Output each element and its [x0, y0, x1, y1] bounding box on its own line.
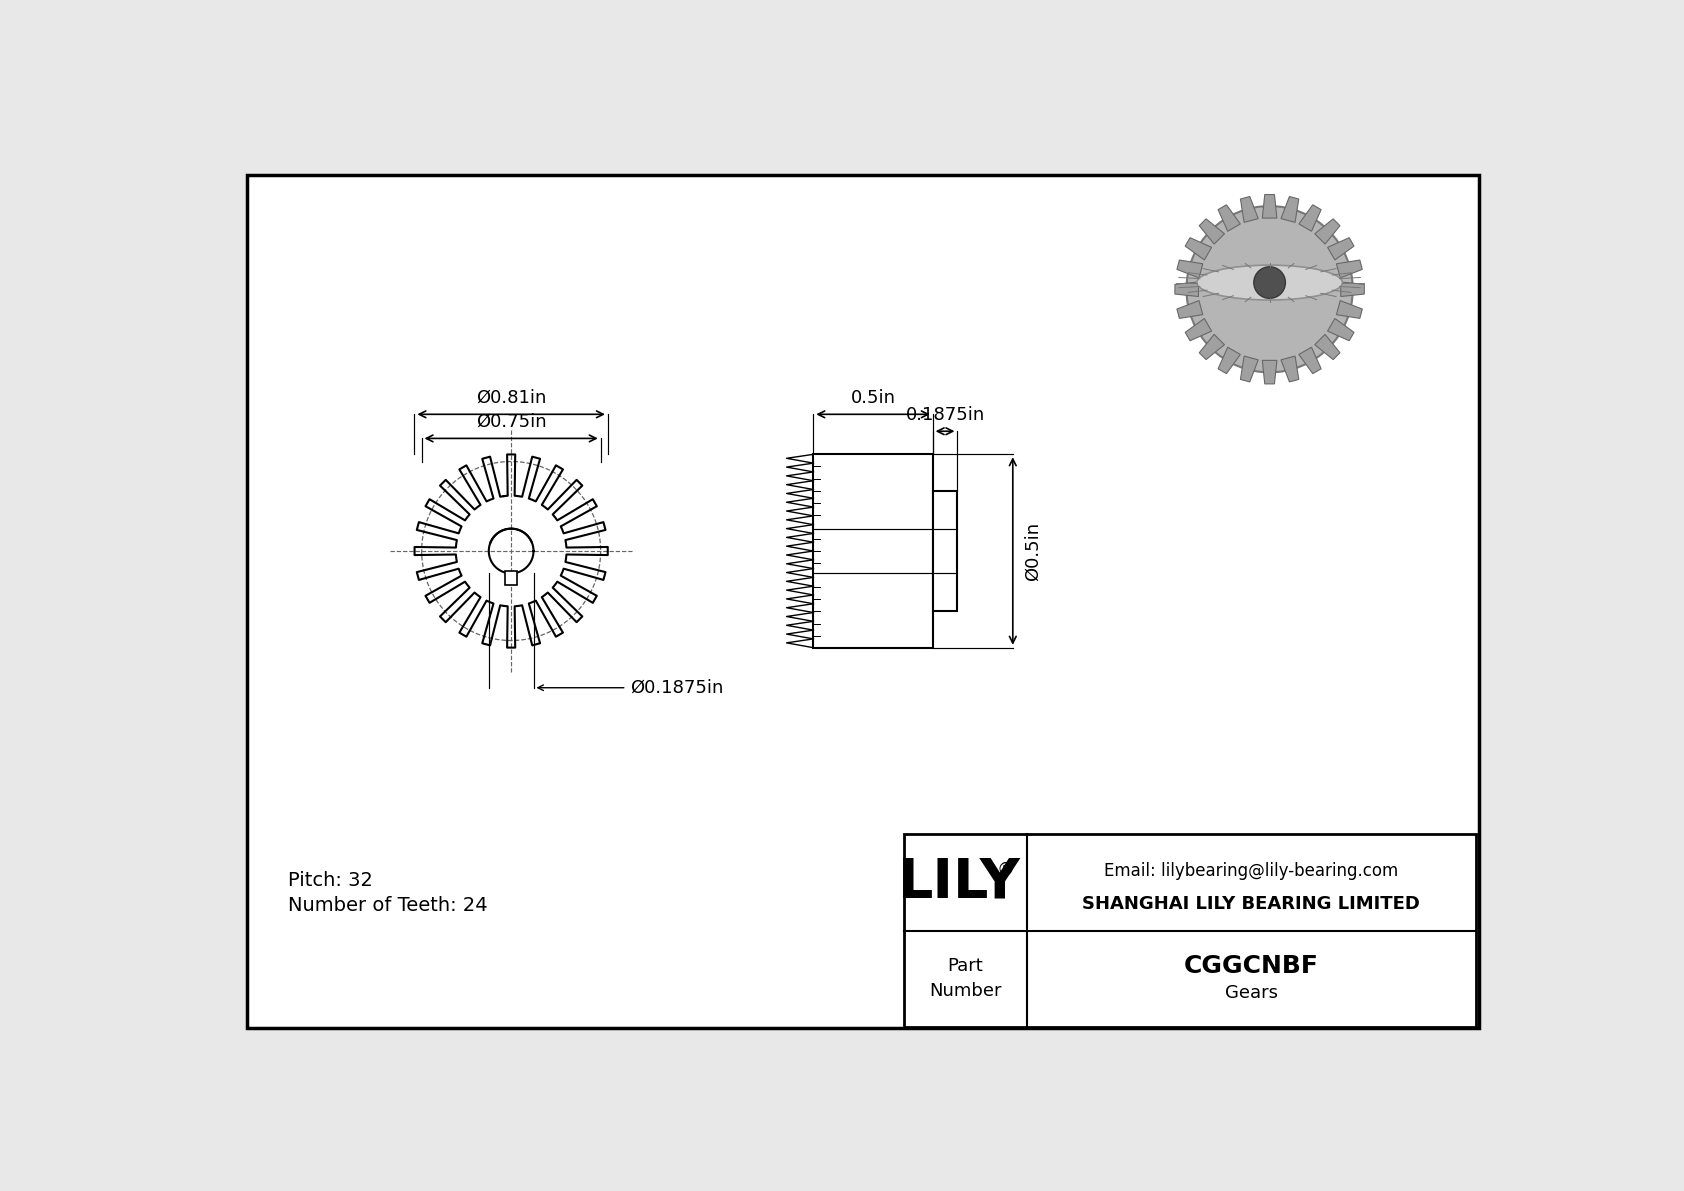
Polygon shape — [1298, 348, 1322, 374]
Circle shape — [1187, 206, 1352, 373]
Polygon shape — [1263, 194, 1276, 218]
Polygon shape — [1340, 282, 1364, 297]
Text: LILY: LILY — [898, 855, 1021, 910]
Text: CGGCNBF: CGGCNBF — [1184, 954, 1319, 978]
Polygon shape — [1315, 219, 1340, 244]
Text: Email: lilybearing@lily-bearing.com: Email: lilybearing@lily-bearing.com — [1105, 862, 1398, 880]
Text: 0.1875in: 0.1875in — [906, 406, 985, 424]
Polygon shape — [1337, 300, 1362, 318]
Circle shape — [1255, 267, 1285, 299]
Polygon shape — [1186, 318, 1212, 341]
Polygon shape — [1175, 282, 1199, 297]
Bar — [505, 572, 517, 585]
Polygon shape — [1298, 205, 1322, 231]
Polygon shape — [1177, 260, 1202, 278]
Polygon shape — [1199, 219, 1224, 244]
Polygon shape — [1282, 197, 1298, 223]
Ellipse shape — [1197, 266, 1342, 300]
Text: Ø0.75in: Ø0.75in — [477, 413, 547, 431]
Polygon shape — [1327, 238, 1354, 260]
Bar — [904, 835, 1475, 1027]
Polygon shape — [1177, 300, 1202, 318]
Text: Ø0.1875in: Ø0.1875in — [630, 679, 724, 697]
Polygon shape — [1315, 335, 1340, 360]
Text: 0.5in: 0.5in — [850, 388, 896, 406]
Text: SHANGHAI LILY BEARING LIMITED: SHANGHAI LILY BEARING LIMITED — [1083, 894, 1420, 912]
Text: Ø0.81in: Ø0.81in — [477, 388, 546, 406]
Polygon shape — [1263, 361, 1276, 384]
Polygon shape — [1218, 205, 1241, 231]
Bar — [813, 454, 933, 648]
Polygon shape — [1218, 348, 1241, 374]
Polygon shape — [1241, 197, 1258, 223]
Text: Ø0.5in: Ø0.5in — [1024, 522, 1042, 580]
Polygon shape — [1186, 238, 1212, 260]
Text: Pitch: 32: Pitch: 32 — [288, 871, 372, 890]
Polygon shape — [1199, 335, 1224, 360]
Polygon shape — [1337, 260, 1362, 278]
Text: Number of Teeth: 24: Number of Teeth: 24 — [288, 896, 487, 915]
Polygon shape — [1327, 318, 1354, 341]
Bar — [933, 492, 957, 611]
Polygon shape — [1282, 356, 1298, 382]
Text: Gears: Gears — [1224, 984, 1278, 1002]
Text: ®: ® — [997, 860, 1014, 879]
Polygon shape — [1241, 356, 1258, 382]
Text: Part
Number: Part Number — [930, 958, 1002, 1000]
